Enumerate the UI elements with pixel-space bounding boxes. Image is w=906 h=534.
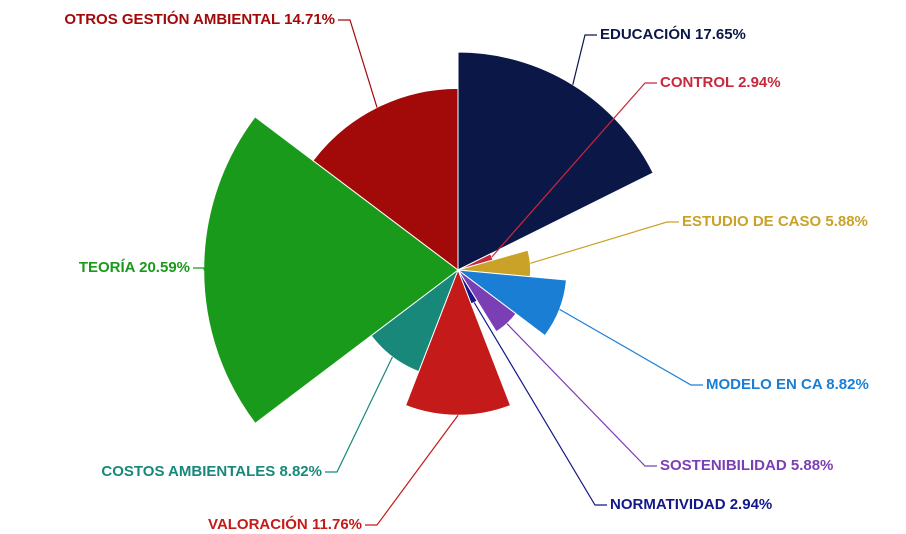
category-label: MODELO EN CA (706, 376, 823, 393)
value-label: 8.82% (826, 376, 869, 393)
category-label: NORMATIVIDAD (610, 496, 726, 513)
category-label: ESTUDIO DE CASO (682, 213, 822, 230)
data-label: MODELO EN CA 8.82% (706, 376, 869, 393)
category-label: SOSTENIBILIDAD (660, 457, 787, 474)
data-label: NORMATIVIDAD 2.94% (610, 496, 772, 513)
value-label: 2.94% (730, 496, 773, 513)
sector (404, 268, 512, 416)
sector (312, 87, 459, 272)
value-label: 5.88% (791, 457, 834, 474)
sector (456, 269, 568, 337)
data-label: TEORÍA 20.59% (79, 259, 190, 276)
category-label: OTROS GESTIÓN AMBIENTAL (64, 10, 280, 28)
category-label: VALORACIÓN (208, 515, 308, 533)
data-label: OTROS GESTIÓN AMBIENTAL 14.71% (64, 10, 335, 28)
value-label: 14.71% (284, 11, 335, 28)
value-label: 11.76% (312, 516, 362, 533)
value-label: 8.82% (279, 463, 322, 480)
value-label: 2.94% (738, 74, 781, 91)
category-label: CONTROL (660, 74, 734, 91)
sector (457, 51, 654, 271)
leader-line (325, 356, 393, 473)
leader-line (506, 323, 657, 467)
value-label: 20.59% (139, 259, 190, 276)
data-label: SOSTENIBILIDAD 5.88% (660, 457, 833, 474)
leader-line (473, 302, 607, 506)
value-label: 17.65% (695, 26, 746, 43)
data-label: VALORACIÓN 11.76% (208, 515, 362, 533)
data-label: CONTROL 2.94% (660, 74, 781, 91)
leader-line (193, 267, 207, 271)
value-label: 5.88% (825, 213, 868, 230)
leader-line (491, 82, 657, 258)
leader-line (365, 414, 459, 526)
data-label: EDUCACIÓN 17.65% (600, 25, 746, 43)
category-label: EDUCACIÓN (600, 25, 691, 43)
data-label: COSTOS AMBIENTALES 8.82% (101, 463, 322, 480)
leader-line (338, 19, 378, 108)
leader-line (572, 34, 597, 85)
category-label: COSTOS AMBIENTALES (101, 463, 275, 480)
category-label: TEORÍA (79, 259, 136, 276)
leader-line (559, 308, 703, 386)
data-label: ESTUDIO DE CASO 5.88% (682, 213, 868, 230)
leader-line (530, 221, 679, 264)
sector (457, 269, 517, 333)
